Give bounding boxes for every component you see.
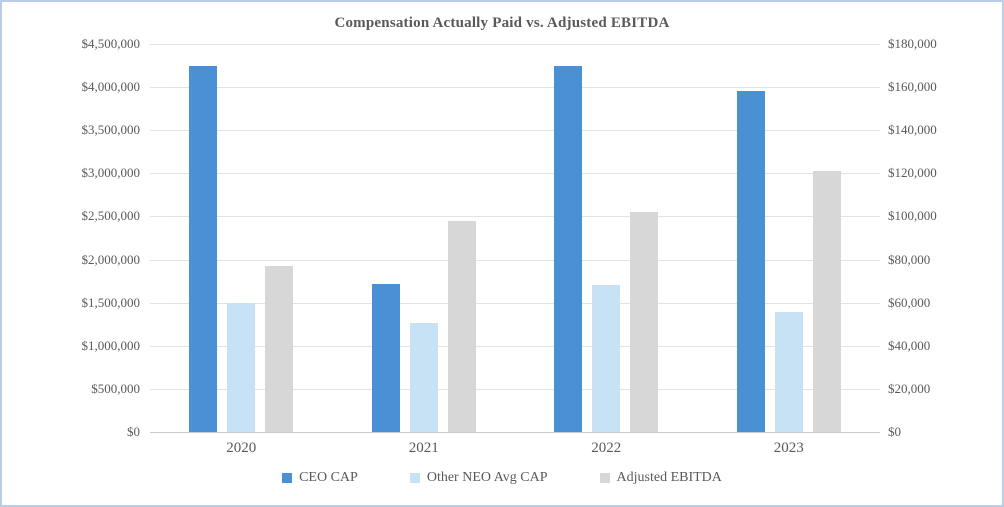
y-tick-label-right: $60,000 (888, 294, 931, 310)
gridline (150, 302, 880, 304)
y-tick-label-right: $160,000 (888, 79, 937, 95)
y-tick-label-left: $2,500,000 (81, 208, 141, 224)
legend-swatch-icon (599, 473, 610, 483)
y-tick-label-right: $80,000 (888, 251, 931, 267)
bar-adjusted-ebitda-2023 (812, 171, 841, 432)
gridline (150, 216, 880, 218)
bar-other-neo-avg-cap-2021 (409, 323, 438, 432)
y-tick-label-right: $20,000 (888, 380, 931, 396)
x-axis: 2020 2021 2022 2023 (150, 440, 880, 457)
legend-label: CEO CAP (299, 470, 358, 485)
bar-adjusted-ebitda-2021 (447, 220, 476, 432)
x-tick-label-2023: 2023 (773, 440, 804, 456)
y-tick-label-left: $2,000,000 (81, 251, 141, 267)
bar-ceo-cap-2020 (189, 65, 218, 432)
gridline (150, 345, 880, 347)
bar-group-2022 (515, 44, 698, 432)
gridline (150, 44, 880, 45)
y-tick-label-left: $1,500,000 (81, 294, 141, 310)
plot-area (150, 44, 881, 433)
bar-other-neo-avg-cap-2023 (774, 312, 803, 432)
legend-item-adjusted-ebitda: Adjusted EBITDA (599, 470, 722, 486)
y-tick-label-left: $4,500,000 (81, 36, 141, 51)
legend-label: Other NEO Avg CAP (426, 470, 548, 485)
legend-item-ceo-cap: CEO CAP (282, 470, 358, 486)
bar-ceo-cap-2022 (554, 66, 583, 432)
x-tick-label-2021: 2021 (408, 440, 439, 456)
y-tick-label-left: $0 (127, 424, 140, 439)
bar-other-neo-avg-cap-2022 (592, 284, 621, 432)
legend-item-other-neo-avg-cap: Other NEO Avg CAP (409, 470, 548, 486)
y-tick-label-left: $500,000 (91, 380, 140, 396)
x-axis-line (150, 432, 880, 433)
y-tick-label-left: $4,000,000 (81, 79, 141, 95)
y-axis-left: $4,500,000 $4,000,000 $3,500,000 $3,000,000… (2, 36, 141, 439)
legend-swatch-icon (282, 473, 293, 483)
bar-other-neo-avg-cap-2020 (227, 302, 256, 432)
bar-ceo-cap-2021 (371, 283, 400, 432)
y-tick-label-left: $3,500,000 (81, 122, 141, 138)
x-tick-label-2020: 2020 (226, 440, 257, 456)
gridline (150, 173, 880, 175)
y-tick-label-right: $0 (888, 424, 901, 439)
bar-ceo-cap-2023 (736, 91, 765, 432)
bar-group-2023 (698, 44, 881, 432)
legend: CEO CAP Other NEO Avg CAP Adjusted EBITDA (2, 470, 1002, 486)
bar-adjusted-ebitda-2020 (265, 266, 294, 432)
y-axis-right: $180,000 $160,000 $140,000 $120,000 $100,000… (888, 36, 998, 439)
bar-group-2021 (333, 44, 516, 432)
gridline (150, 259, 880, 261)
bar-adjusted-ebitda-2022 (630, 212, 659, 432)
y-tick-label-left: $1,000,000 (81, 337, 141, 353)
y-tick-label-right: $140,000 (888, 122, 937, 138)
legend-swatch-icon (409, 473, 420, 483)
x-tick-label-2022: 2022 (591, 440, 622, 456)
bar-group-2020 (150, 44, 333, 432)
y-tick-label-right: $180,000 (888, 36, 937, 51)
gridline (150, 388, 880, 390)
chart-title: Compensation Actually Paid vs. Adjusted … (334, 15, 670, 31)
y-tick-label-left: $3,000,000 (81, 165, 141, 181)
gridline (150, 130, 880, 132)
legend-label: Adjusted EBITDA (616, 470, 722, 485)
gridline (150, 87, 880, 89)
y-tick-label-right: $120,000 (888, 165, 937, 181)
y-tick-label-right: $100,000 (888, 208, 937, 224)
y-tick-label-right: $40,000 (888, 337, 931, 353)
